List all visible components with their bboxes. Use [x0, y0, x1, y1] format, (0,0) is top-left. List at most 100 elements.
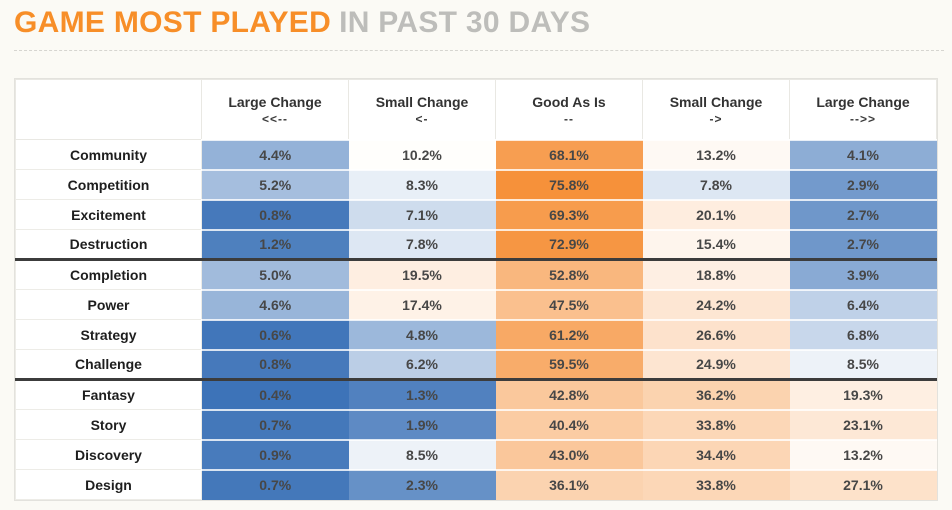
row-label: Challenge: [15, 349, 202, 380]
heatmap-cell: 3.9%: [789, 258, 937, 290]
heatmap-cell: 5.2%: [201, 168, 349, 200]
table-row: Power 4.6% 17.4% 47.5% 24.2% 6.4%: [15, 288, 937, 320]
page-title: GAME MOST PLAYED IN PAST 30 DAYS: [14, 6, 938, 48]
heatmap-cell: 43.0%: [495, 438, 643, 470]
heatmap-cell: 68.1%: [495, 138, 643, 170]
heatmap-cell: 72.9%: [495, 228, 643, 260]
heatmap-cell: 36.1%: [495, 468, 643, 500]
table-row: Excitement 0.8% 7.1% 69.3% 20.1% 2.7%: [15, 198, 937, 230]
heatmap-cell: 59.5%: [495, 348, 643, 380]
heatmap-cell: 0.7%: [201, 468, 349, 500]
heatmap-cell: 5.0%: [201, 258, 349, 290]
heatmap-cell: 0.4%: [201, 378, 349, 410]
heatmap-cell: 34.4%: [642, 438, 790, 470]
column-header-label: Small Change: [375, 93, 469, 110]
heatmap-cell: 20.1%: [642, 198, 790, 230]
heatmap-cell: 6.2%: [348, 348, 496, 380]
heatmap-cell: 1.3%: [348, 378, 496, 410]
heatmap-cell: 52.8%: [495, 258, 643, 290]
heatmap-cell: 2.7%: [789, 228, 937, 260]
header-row: Large Change <<-- Small Change <- Good As Is…: [15, 79, 937, 140]
table-header: Large Change <<-- Small Change <- Good As Is…: [15, 79, 937, 140]
heatmap-cell: 33.8%: [642, 468, 790, 500]
heatmap-cell: 4.4%: [201, 138, 349, 170]
heatmap-table-container: Large Change <<-- Small Change <- Good As Is…: [14, 78, 938, 501]
column-header: Large Change -->>: [789, 79, 937, 140]
page-title-sub: IN PAST 30 DAYS: [339, 6, 591, 39]
column-header-arrows: --: [564, 111, 574, 126]
heatmap-cell: 40.4%: [495, 408, 643, 440]
heatmap-cell: 24.9%: [642, 348, 790, 380]
column-header-label: Good As Is: [532, 93, 606, 110]
page-title-main: GAME MOST PLAYED: [14, 6, 332, 39]
heatmap-cell: 8.5%: [789, 348, 937, 380]
heatmap-cell: 2.9%: [789, 168, 937, 200]
column-header: Small Change <-: [348, 79, 496, 140]
heatmap-cell: 36.2%: [642, 378, 790, 410]
heatmap-cell: 7.8%: [642, 168, 790, 200]
heatmap-cell: 8.3%: [348, 168, 496, 200]
heatmap-table: Large Change <<-- Small Change <- Good As Is…: [15, 79, 937, 500]
heatmap-cell: 1.9%: [348, 408, 496, 440]
heatmap-cell: 23.1%: [789, 408, 937, 440]
column-header-label: Large Change: [228, 93, 322, 110]
heatmap-cell: 0.8%: [201, 348, 349, 380]
column-header-arrows: -->>: [849, 111, 876, 126]
heatmap-cell: 10.2%: [348, 138, 496, 170]
heatmap-cell: 6.8%: [789, 318, 937, 350]
table-row: Fantasy 0.4% 1.3% 42.8% 36.2% 19.3%: [15, 378, 937, 410]
heatmap-cell: 2.3%: [348, 468, 496, 500]
corner-cell: [15, 79, 202, 140]
heatmap-cell: 15.4%: [642, 228, 790, 260]
heatmap-cell: 26.6%: [642, 318, 790, 350]
heatmap-cell: 27.1%: [789, 468, 937, 500]
table-row: Community 4.4% 10.2% 68.1% 13.2% 4.1%: [15, 138, 937, 170]
column-header-arrows: <-: [415, 111, 429, 126]
row-label: Community: [15, 139, 202, 170]
table-row: Completion 5.0% 19.5% 52.8% 18.8% 3.9%: [15, 258, 937, 290]
heatmap-cell: 4.6%: [201, 288, 349, 320]
heatmap-cell: 2.7%: [789, 198, 937, 230]
row-label: Discovery: [15, 439, 202, 470]
heatmap-cell: 13.2%: [642, 138, 790, 170]
row-label: Competition: [15, 169, 202, 200]
table-row: Competition 5.2% 8.3% 75.8% 7.8% 2.9%: [15, 168, 937, 200]
heatmap-cell: 75.8%: [495, 168, 643, 200]
heatmap-cell: 61.2%: [495, 318, 643, 350]
heatmap-cell: 6.4%: [789, 288, 937, 320]
row-label: Fantasy: [15, 378, 202, 410]
heatmap-cell: 8.5%: [348, 438, 496, 470]
heatmap-cell: 7.8%: [348, 228, 496, 260]
title-divider: [14, 50, 944, 51]
table-row: Strategy 0.6% 4.8% 61.2% 26.6% 6.8%: [15, 318, 937, 350]
table-row: Story 0.7% 1.9% 40.4% 33.8% 23.1%: [15, 408, 937, 440]
column-header: Small Change ->: [642, 79, 790, 140]
heatmap-cell: 4.1%: [789, 138, 937, 170]
heatmap-cell: 17.4%: [348, 288, 496, 320]
table-row: Design 0.7% 2.3% 36.1% 33.8% 27.1%: [15, 468, 937, 500]
heatmap-cell: 33.8%: [642, 408, 790, 440]
column-header-label: Small Change: [669, 93, 763, 110]
heatmap-cell: 0.7%: [201, 408, 349, 440]
table-row: Challenge 0.8% 6.2% 59.5% 24.9% 8.5%: [15, 348, 937, 380]
heatmap-cell: 69.3%: [495, 198, 643, 230]
row-label: Power: [15, 289, 202, 320]
row-label: Excitement: [15, 199, 202, 230]
heatmap-cell: 4.8%: [348, 318, 496, 350]
heatmap-cell: 19.5%: [348, 258, 496, 290]
heatmap-cell: 24.2%: [642, 288, 790, 320]
column-header-arrows: ->: [709, 111, 723, 126]
table-body: Community 4.4% 10.2% 68.1% 13.2% 4.1% Competit…: [15, 138, 937, 500]
column-header-arrows: <<--: [261, 111, 288, 126]
row-label: Destruction: [15, 229, 202, 260]
row-label: Completion: [15, 258, 202, 290]
row-label: Story: [15, 409, 202, 440]
table-row: Destruction 1.2% 7.8% 72.9% 15.4% 2.7%: [15, 228, 937, 260]
heatmap-cell: 19.3%: [789, 378, 937, 410]
row-label: Strategy: [15, 319, 202, 350]
column-header: Large Change <<--: [201, 79, 349, 140]
heatmap-cell: 13.2%: [789, 438, 937, 470]
column-header: Good As Is --: [495, 79, 643, 140]
heatmap-cell: 1.2%: [201, 228, 349, 260]
column-header-label: Large Change: [816, 93, 910, 110]
